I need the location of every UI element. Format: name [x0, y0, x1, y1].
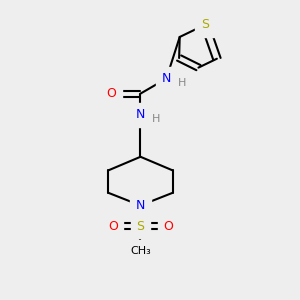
Text: N: N — [136, 108, 145, 121]
Text: N: N — [136, 199, 145, 212]
Text: S: S — [201, 18, 209, 31]
Text: CH₃: CH₃ — [130, 246, 151, 256]
Text: O: O — [163, 220, 173, 232]
Text: O: O — [108, 220, 118, 232]
Text: N: N — [162, 72, 171, 85]
Text: H: H — [152, 114, 160, 124]
Text: S: S — [136, 220, 145, 232]
Text: H: H — [178, 78, 186, 88]
Text: O: O — [106, 87, 116, 100]
